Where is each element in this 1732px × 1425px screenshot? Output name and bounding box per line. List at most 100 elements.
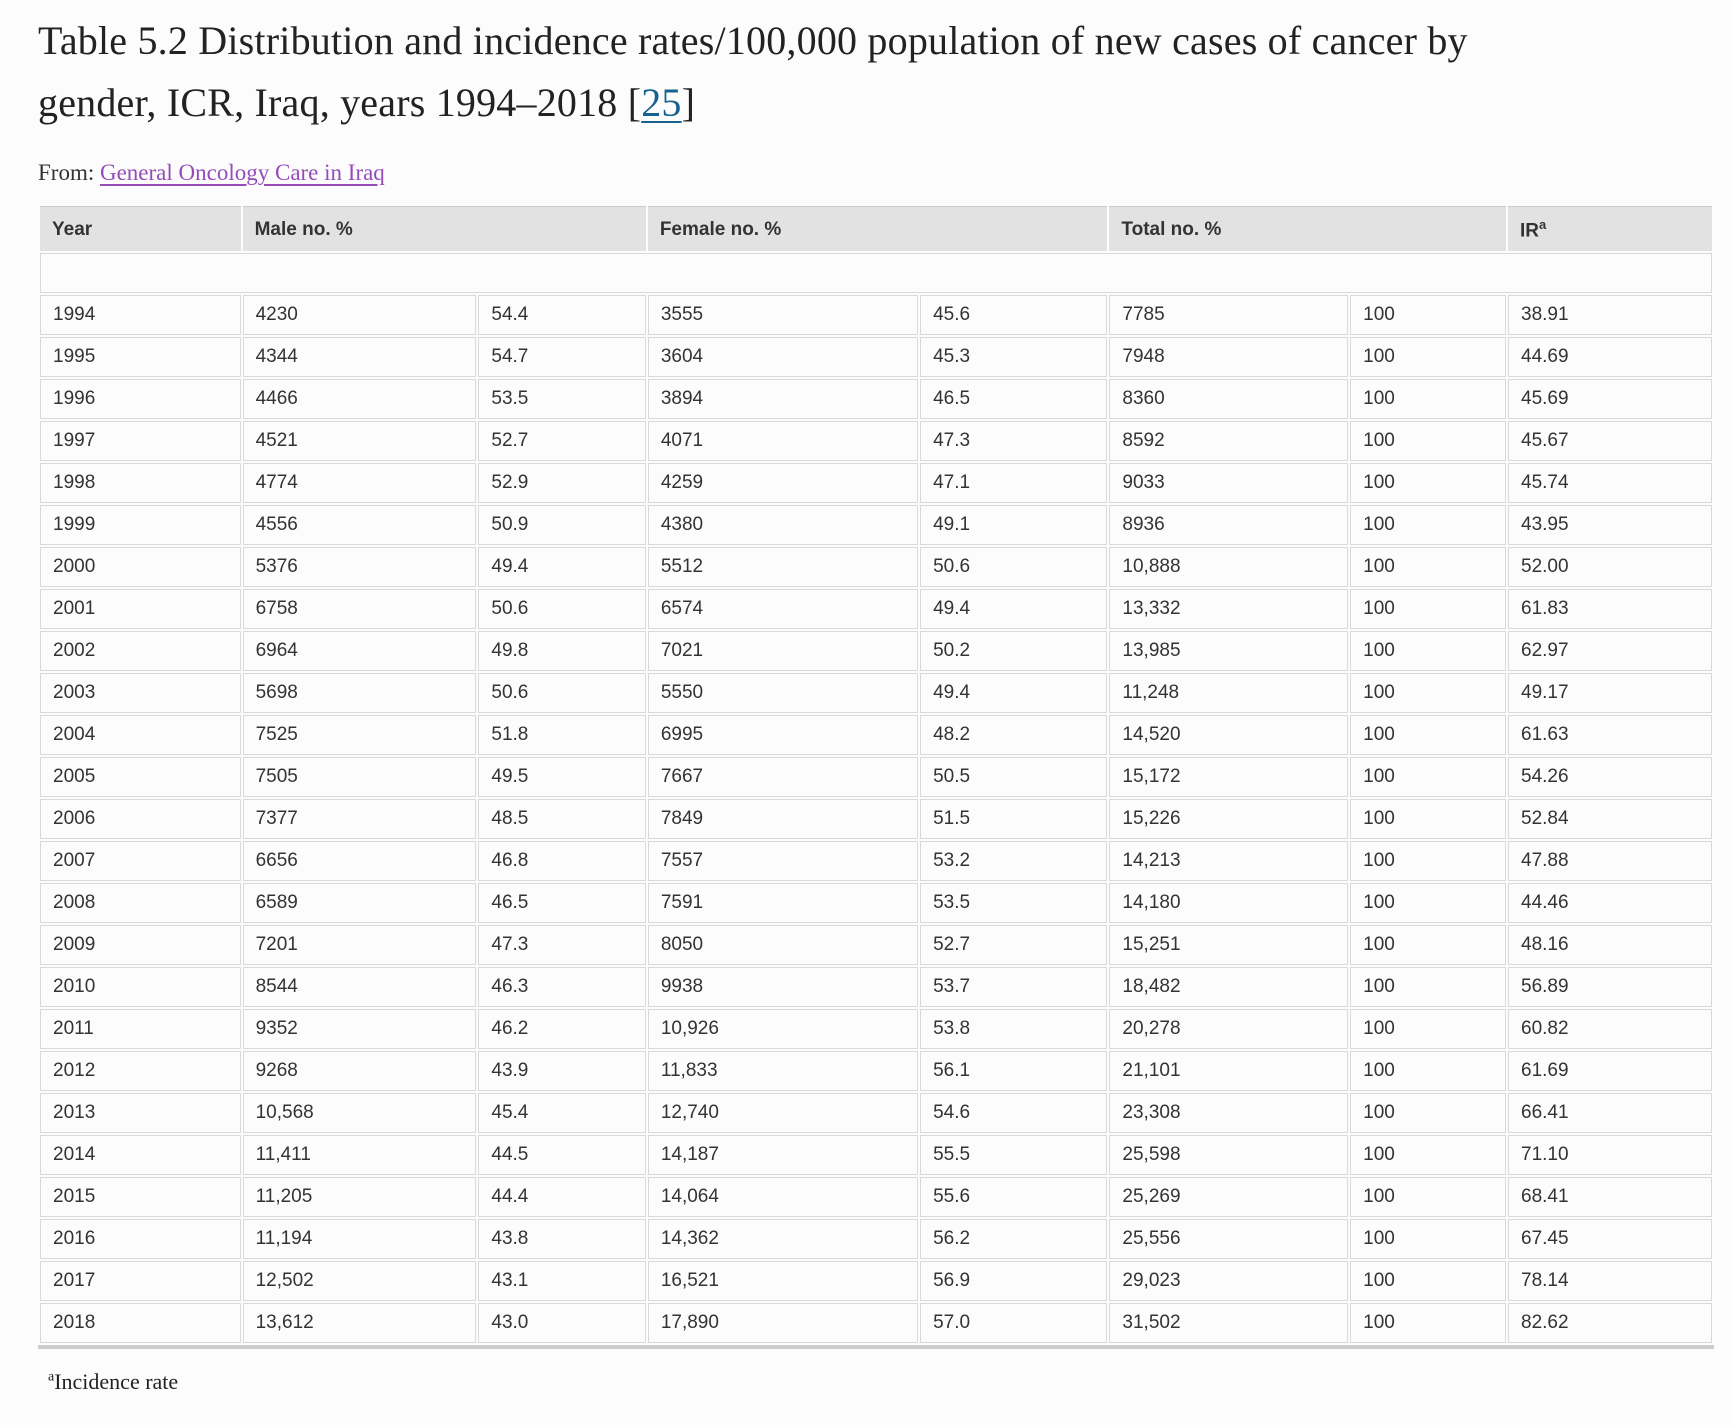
cell-female-no: 4071: [647, 421, 919, 462]
table-row: 2008 6589 46.5 7591 53.5 14,180 100 44.46: [40, 883, 1712, 924]
cell-year: 1994: [40, 295, 241, 336]
cell-ir: 71.10: [1508, 1135, 1712, 1176]
cell-year: 2009: [40, 925, 241, 966]
cell-male-pct: 50.6: [478, 673, 646, 714]
cell-year: 2014: [40, 1135, 241, 1176]
cell-total-no: 9033: [1109, 463, 1349, 504]
cell-year: 2016: [40, 1219, 241, 1260]
cell-year: 2007: [40, 841, 241, 882]
cell-ir: 49.17: [1508, 673, 1712, 714]
cell-year: 2008: [40, 883, 241, 924]
cell-year: 2001: [40, 589, 241, 630]
cell-total-no: 29,023: [1109, 1261, 1349, 1302]
cell-year: 2012: [40, 1051, 241, 1092]
cell-ir: 82.62: [1508, 1303, 1712, 1344]
cell-year: 2000: [40, 547, 241, 588]
cell-male-pct: 43.0: [478, 1303, 646, 1344]
cell-total-no: 25,556: [1109, 1219, 1349, 1260]
cell-ir: 62.97: [1508, 631, 1712, 672]
cell-total-pct: 100: [1350, 337, 1507, 378]
cell-total-no: 8592: [1109, 421, 1349, 462]
cell-ir: 52.00: [1508, 547, 1712, 588]
column-header-total: Total no. %: [1109, 206, 1507, 252]
cell-total-no: 14,213: [1109, 841, 1349, 882]
cell-female-pct: 53.5: [920, 883, 1108, 924]
cell-total-pct: 100: [1350, 1009, 1507, 1050]
cell-total-pct: 100: [1350, 715, 1507, 756]
cell-male-pct: 50.9: [478, 505, 646, 546]
cell-male-pct: 50.6: [478, 589, 646, 630]
cell-year: 2010: [40, 967, 241, 1008]
cell-total-no: 25,598: [1109, 1135, 1349, 1176]
cell-female-no: 3894: [647, 379, 919, 420]
cell-year: 2004: [40, 715, 241, 756]
cell-female-no: 14,187: [647, 1135, 919, 1176]
citation-bracket-open: [: [627, 80, 642, 125]
table-row: 2011 9352 46.2 10,926 53.8 20,278 100 60.82: [40, 1009, 1712, 1050]
cell-year: 2003: [40, 673, 241, 714]
table-row: 2013 10,568 45.4 12,740 54.6 23,308 100 66.41: [40, 1093, 1712, 1134]
cell-male-no: 6656: [242, 841, 477, 882]
table-row: 1994 4230 54.4 3555 45.6 7785 100 38.91: [40, 295, 1712, 336]
cell-ir: 38.91: [1508, 295, 1712, 336]
cell-ir: 48.16: [1508, 925, 1712, 966]
cell-ir: 66.41: [1508, 1093, 1712, 1134]
cell-total-pct: 100: [1350, 379, 1507, 420]
cell-male-no: 5376: [242, 547, 477, 588]
cell-total-pct: 100: [1350, 925, 1507, 966]
cell-female-no: 5550: [647, 673, 919, 714]
table-row: 2006 7377 48.5 7849 51.5 15,226 100 52.84: [40, 799, 1712, 840]
citation-bracket-close: ]: [681, 80, 696, 125]
cell-ir: 45.69: [1508, 379, 1712, 420]
cell-year: 1997: [40, 421, 241, 462]
cell-male-pct: 44.5: [478, 1135, 646, 1176]
column-header-ir-footnote-marker: a: [1539, 217, 1547, 232]
cell-total-no: 14,180: [1109, 883, 1349, 924]
cell-male-pct: 49.8: [478, 631, 646, 672]
cell-male-no: 11,411: [242, 1135, 477, 1176]
source-link[interactable]: General Oncology Care in Iraq: [99, 160, 385, 185]
cell-female-no: 16,521: [647, 1261, 919, 1302]
cell-male-no: 5698: [242, 673, 477, 714]
cell-year: 1995: [40, 337, 241, 378]
cell-total-pct: 100: [1350, 1303, 1507, 1344]
table-row: 1998 4774 52.9 4259 47.1 9033 100 45.74: [40, 463, 1712, 504]
cell-ir: 44.69: [1508, 337, 1712, 378]
cell-female-no: 7557: [647, 841, 919, 882]
cell-male-pct: 44.4: [478, 1177, 646, 1218]
table-row: 2015 11,205 44.4 14,064 55.6 25,269 100 68.41: [40, 1177, 1712, 1218]
cell-total-pct: 100: [1350, 1093, 1507, 1134]
cell-male-pct: 49.4: [478, 547, 646, 588]
cell-ir: 47.88: [1508, 841, 1712, 882]
cell-ir: 60.82: [1508, 1009, 1712, 1050]
cell-total-pct: 100: [1350, 967, 1507, 1008]
cell-total-no: 8360: [1109, 379, 1349, 420]
cell-male-no: 11,205: [242, 1177, 477, 1218]
cell-female-no: 12,740: [647, 1093, 919, 1134]
cell-female-pct: 56.9: [920, 1261, 1108, 1302]
cell-total-pct: 100: [1350, 547, 1507, 588]
cell-male-pct: 54.7: [478, 337, 646, 378]
cell-ir: 45.74: [1508, 463, 1712, 504]
cell-ir: 43.95: [1508, 505, 1712, 546]
cell-female-pct: 56.2: [920, 1219, 1108, 1260]
cell-female-pct: 48.2: [920, 715, 1108, 756]
cell-female-pct: 50.6: [920, 547, 1108, 588]
cell-total-pct: 100: [1350, 505, 1507, 546]
cell-male-pct: 52.9: [478, 463, 646, 504]
cell-total-no: 7785: [1109, 295, 1349, 336]
cell-male-no: 13,612: [242, 1303, 477, 1344]
cell-male-no: 4230: [242, 295, 477, 336]
table-row: 2012 9268 43.9 11,833 56.1 21,101 100 61.69: [40, 1051, 1712, 1092]
cell-total-no: 13,985: [1109, 631, 1349, 672]
citation-link[interactable]: 25: [641, 80, 682, 125]
footnote-text: Incidence rate: [54, 1369, 179, 1395]
cell-female-no: 7021: [647, 631, 919, 672]
cell-year: 2013: [40, 1093, 241, 1134]
table-row: 2001 6758 50.6 6574 49.4 13,332 100 61.83: [40, 589, 1712, 630]
cell-male-no: 12,502: [242, 1261, 477, 1302]
cell-male-pct: 43.8: [478, 1219, 646, 1260]
cell-total-pct: 100: [1350, 589, 1507, 630]
table-row: 2004 7525 51.8 6995 48.2 14,520 100 61.63: [40, 715, 1712, 756]
cell-male-pct: 46.5: [478, 883, 646, 924]
